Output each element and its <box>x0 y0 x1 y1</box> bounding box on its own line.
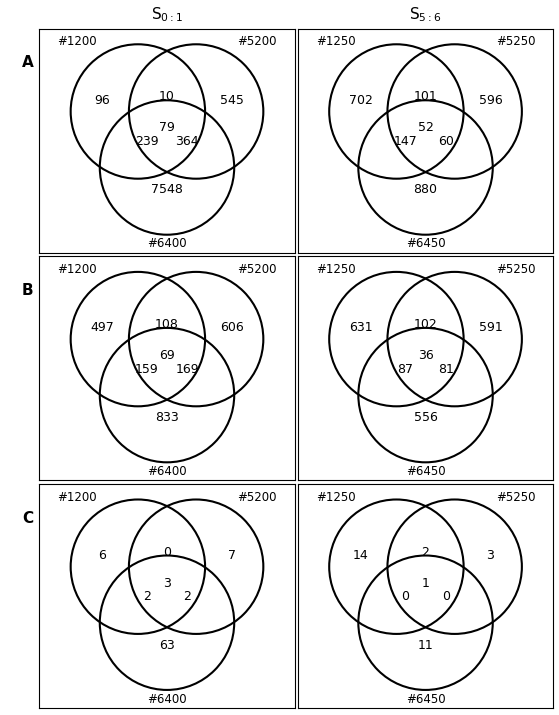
Text: 10: 10 <box>159 90 175 104</box>
Text: S$_{5:6}$: S$_{5:6}$ <box>409 5 442 24</box>
Text: 36: 36 <box>418 349 433 362</box>
Text: B: B <box>22 283 34 298</box>
Text: 596: 596 <box>479 94 503 107</box>
Text: 11: 11 <box>418 638 433 651</box>
Text: #1200: #1200 <box>57 490 97 503</box>
Text: 159: 159 <box>135 363 159 376</box>
Text: #5250: #5250 <box>496 263 536 276</box>
Text: #6450: #6450 <box>406 693 446 706</box>
Text: 147: 147 <box>394 135 417 148</box>
Text: 0: 0 <box>163 546 171 558</box>
Text: 2: 2 <box>143 591 151 603</box>
Text: 7: 7 <box>228 549 236 562</box>
Text: 102: 102 <box>414 318 437 331</box>
Text: #1250: #1250 <box>316 35 356 49</box>
Text: 1: 1 <box>421 576 429 590</box>
Text: 2: 2 <box>421 546 429 558</box>
Text: 7548: 7548 <box>151 184 183 197</box>
Text: 101: 101 <box>414 90 437 104</box>
Text: 631: 631 <box>349 322 372 335</box>
Text: #1250: #1250 <box>316 263 356 276</box>
Text: 591: 591 <box>479 322 503 335</box>
Text: #6450: #6450 <box>406 465 446 478</box>
Text: 60: 60 <box>438 135 454 148</box>
Text: 87: 87 <box>397 363 413 376</box>
Text: #1200: #1200 <box>57 263 97 276</box>
Text: 69: 69 <box>159 349 175 362</box>
Text: 606: 606 <box>220 322 244 335</box>
Text: 0: 0 <box>442 591 449 603</box>
Text: A: A <box>22 56 34 71</box>
Text: #5200: #5200 <box>237 35 277 49</box>
Text: 81: 81 <box>438 363 454 376</box>
Text: 880: 880 <box>414 184 438 197</box>
Text: #5200: #5200 <box>237 263 277 276</box>
Text: 239: 239 <box>135 135 159 148</box>
Text: #6400: #6400 <box>147 465 187 478</box>
Text: 3: 3 <box>486 549 495 562</box>
Text: #5250: #5250 <box>496 35 536 49</box>
Text: 96: 96 <box>94 94 110 107</box>
Text: 0: 0 <box>401 591 409 603</box>
Text: #1250: #1250 <box>316 490 356 503</box>
Text: 169: 169 <box>176 363 199 376</box>
Text: 3: 3 <box>163 576 171 590</box>
Text: #5200: #5200 <box>237 490 277 503</box>
Text: #6450: #6450 <box>406 237 446 250</box>
Text: 497: 497 <box>90 322 114 335</box>
Text: 556: 556 <box>414 411 438 424</box>
Text: S$_{0:1}$: S$_{0:1}$ <box>151 5 183 24</box>
Text: 79: 79 <box>159 122 175 134</box>
Text: 108: 108 <box>155 318 179 331</box>
Text: 545: 545 <box>220 94 244 107</box>
Text: 52: 52 <box>418 122 433 134</box>
Text: #5250: #5250 <box>496 490 536 503</box>
Text: 2: 2 <box>183 591 191 603</box>
Text: 364: 364 <box>176 135 199 148</box>
Text: #6400: #6400 <box>147 693 187 706</box>
Text: 6: 6 <box>98 549 106 562</box>
Text: 63: 63 <box>159 638 175 651</box>
Text: 14: 14 <box>353 549 368 562</box>
Text: 702: 702 <box>349 94 372 107</box>
Text: C: C <box>22 511 34 526</box>
Text: #1200: #1200 <box>57 35 97 49</box>
Text: #6400: #6400 <box>147 237 187 250</box>
Text: 833: 833 <box>155 411 179 424</box>
